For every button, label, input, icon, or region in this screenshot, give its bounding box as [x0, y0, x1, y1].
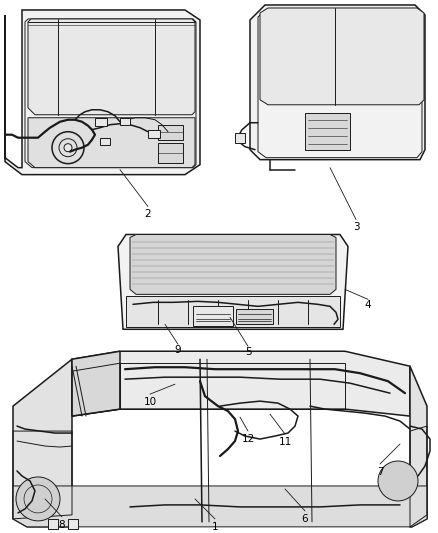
Polygon shape: [235, 133, 245, 143]
Polygon shape: [193, 306, 233, 326]
Polygon shape: [260, 8, 424, 105]
Text: 1: 1: [212, 522, 218, 532]
Text: 8: 8: [59, 520, 65, 530]
Text: 10: 10: [143, 397, 156, 407]
Polygon shape: [13, 486, 427, 527]
Polygon shape: [72, 351, 410, 416]
Polygon shape: [72, 351, 120, 416]
Polygon shape: [130, 235, 336, 294]
Polygon shape: [118, 235, 348, 329]
Polygon shape: [410, 366, 427, 527]
Polygon shape: [28, 118, 195, 168]
Polygon shape: [148, 130, 160, 138]
Polygon shape: [236, 309, 273, 324]
Text: 3: 3: [353, 222, 359, 231]
Polygon shape: [95, 118, 107, 126]
Polygon shape: [158, 125, 183, 140]
Polygon shape: [305, 113, 350, 150]
Text: 7: 7: [377, 467, 383, 477]
Polygon shape: [48, 519, 58, 529]
Text: 5: 5: [245, 347, 251, 357]
Polygon shape: [126, 296, 340, 327]
Polygon shape: [100, 138, 110, 144]
Text: 2: 2: [145, 208, 151, 219]
Circle shape: [378, 461, 418, 501]
Circle shape: [16, 477, 60, 521]
Text: 9: 9: [175, 345, 181, 355]
Text: 12: 12: [241, 434, 254, 444]
Text: 6: 6: [302, 514, 308, 524]
Polygon shape: [120, 118, 130, 125]
Polygon shape: [68, 519, 78, 529]
Polygon shape: [5, 10, 200, 175]
Text: 4: 4: [365, 300, 371, 310]
Polygon shape: [250, 5, 425, 160]
Circle shape: [64, 144, 72, 152]
Polygon shape: [158, 143, 183, 163]
Polygon shape: [13, 359, 72, 527]
Polygon shape: [28, 19, 195, 115]
Text: 11: 11: [279, 437, 292, 447]
